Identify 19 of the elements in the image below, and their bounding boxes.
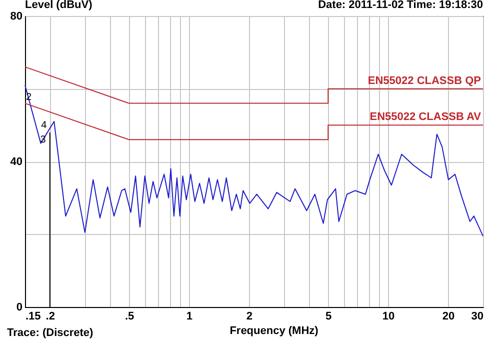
x-axis-title: Frequency (MHz) [230, 325, 319, 337]
x-tick-label: 10 [382, 310, 395, 322]
x-tick-label: .15 [26, 310, 41, 322]
x-tick-label: 5 [326, 310, 332, 322]
text: Date: 2011-11-02 Time: 19:18:30 [318, 0, 483, 11]
y-tick-label: 80 [10, 10, 22, 22]
y-axis-title: Level (dBuV) [25, 0, 93, 11]
x-tick-label: 1 [186, 310, 193, 322]
x-tick-label: 20 [442, 310, 455, 322]
x-tick-label: 30 [471, 310, 484, 322]
series-label: EN55022 CLASSB AV [370, 111, 482, 124]
annotation: 4 [41, 120, 48, 131]
series-label: EN55022 CLASSB QP [368, 74, 481, 87]
x-tick-label: .2 [46, 310, 55, 322]
x-tick-label: 2 [246, 310, 252, 322]
text: Trace: (Discrete) [7, 327, 94, 339]
y-tick-label: 40 [10, 156, 22, 168]
y-tick-label: 0 [16, 302, 22, 314]
x-tick-label: .5 [124, 310, 134, 322]
